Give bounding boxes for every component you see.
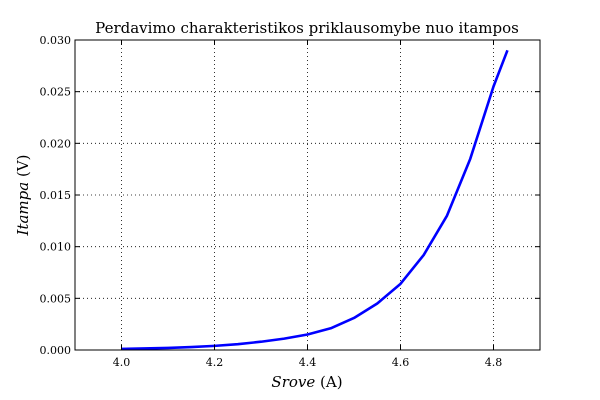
- y-axis-label-italic: Itampa: [14, 182, 32, 237]
- x-axis-label: Srove (A): [271, 373, 342, 391]
- tick-labels: 4.0 4.2 4.4 4.6 4.8 0.000 0.005 0.010 0.015 0.020…: [40, 34, 503, 369]
- x-tick-label: 4.4: [299, 356, 317, 369]
- y-tick-label: 0.005: [40, 292, 72, 305]
- x-tick-label: 4.8: [485, 356, 503, 369]
- x-axis-label-unit: (A): [315, 373, 342, 391]
- y-tick-label: 0.015: [40, 189, 72, 202]
- x-tick-label: 4.0: [113, 356, 131, 369]
- y-tick-label: 0.020: [40, 137, 72, 150]
- y-axis-label: Itampa (V): [14, 155, 32, 237]
- plot-area: [121, 49, 509, 351]
- x-tick-label: 4.6: [392, 356, 410, 369]
- x-tick-label: 4.2: [206, 356, 224, 369]
- y-tick-label: 0.030: [40, 34, 72, 47]
- y-axis-label-unit: (V): [14, 155, 32, 182]
- series-line: [121, 49, 509, 351]
- chart-title: Perdavimo charakteristikos priklausomybe…: [95, 19, 519, 37]
- y-tick-label: 0.010: [40, 241, 72, 254]
- ticks: [75, 39, 540, 351]
- grid: [75, 40, 540, 350]
- y-tick-label: 0.025: [40, 86, 72, 99]
- y-tick-label: 0.000: [40, 344, 72, 357]
- x-axis-label-italic: Srove: [271, 373, 315, 391]
